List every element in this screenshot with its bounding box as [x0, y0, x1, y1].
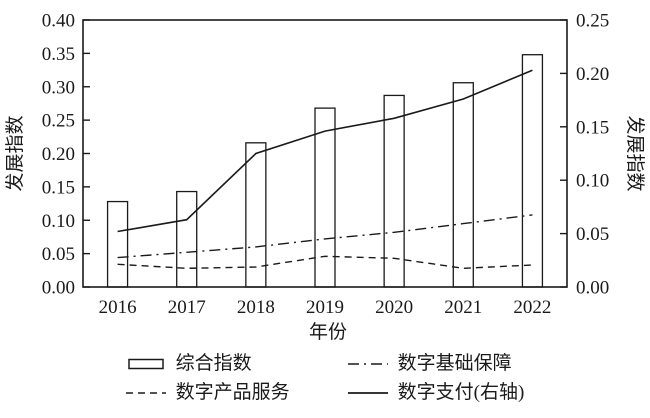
right-axis-tick-label: 0.10 [576, 171, 609, 192]
legend-item-digital-infrastructure: 数字基础保障 [347, 352, 525, 376]
left-axis-tick-label: 0.40 [42, 11, 75, 32]
legend-grid: 综合指数数字产品服务 数字基础保障 数字支付(右轴) [125, 352, 525, 405]
legend-item-digital-payment: 数字支付(右轴) [347, 381, 525, 405]
left-axis-tick-label: 0.10 [42, 211, 75, 232]
plot-frame [82, 19, 568, 288]
legend-label: 数字支付(右轴) [397, 382, 525, 403]
line-digital-infrastructure [117, 214, 533, 259]
right-axis-tick-label: 0.05 [576, 224, 609, 245]
left-axis-tick-label: 0.35 [42, 44, 75, 65]
x-axis-tick-label: 2022 [513, 297, 551, 318]
right-axis: 0.00 0.05 0.10 0.15 0.20 0.25 发展指数 [560, 11, 646, 299]
bar-composite-index-2022 [521, 54, 544, 288]
legend-swatch-bar-icon [127, 358, 164, 370]
left-axis-tick-label: 0.15 [42, 177, 75, 198]
left-axis-tick-label: 0.05 [42, 244, 75, 265]
x-axis: 2016 2017 2018 2019 2020 2021 2022 年份 [99, 280, 551, 343]
right-axis-tick-label: 0.00 [576, 278, 609, 299]
x-axis-tick-label: 2020 [375, 297, 413, 318]
bar-composite-index-2021 [452, 82, 474, 288]
bar-swatch-icon [127, 358, 164, 370]
legend-label: 数字产品服务 [175, 382, 290, 403]
right-axis-title: 发展指数 [624, 115, 646, 191]
left-axis: 0.00 0.05 0.10 0.15 0.20 0.25 0.30 0.35 0.40 发展指数 [4, 11, 90, 299]
legend-label: 数字基础保障 [397, 353, 512, 374]
left-axis-tick-label: 0.20 [42, 144, 75, 165]
right-axis-tick-label: 0.25 [576, 11, 609, 32]
line-digital-payment [117, 69, 533, 233]
bar-composite-index-2016 [106, 200, 129, 288]
x-axis-tick-label: 2017 [168, 297, 206, 318]
x-axis-tick-label: 2016 [99, 297, 137, 318]
chart-plot: 0.00 0.05 0.10 0.15 0.20 0.25 0.30 0.35 0.40 发展指数… [4, 11, 646, 344]
right-axis-tick-label: 0.15 [576, 117, 609, 138]
left-axis-title: 发展指数 [4, 115, 26, 191]
legend-label: 综合指数 [175, 353, 252, 374]
chart-legend: 综合指数数字产品服务 数字基础保障 数字支付(右轴) [0, 352, 650, 405]
line-digital-product-services [117, 255, 533, 270]
legend-item-composite-index: 综合指数 [126, 352, 290, 376]
right-axis-tick-label: 0.20 [576, 64, 609, 85]
legend-swatch-dashdot-icon [347, 363, 388, 365]
x-axis-title: 年份 [309, 321, 347, 343]
x-axis-tick-label: 2019 [306, 297, 344, 318]
bar-composite-index-2019 [314, 107, 336, 288]
bars-composite-index [106, 54, 544, 288]
legend-item-digital-product-services: 数字产品服务 [125, 381, 290, 405]
bar-composite-index-2017 [176, 190, 198, 288]
legend-swatch-solid-icon [347, 392, 388, 394]
left-axis-tick-label: 0.00 [42, 278, 75, 299]
x-axis-tick-label: 2018 [237, 297, 275, 318]
x-axis-tick-label: 2021 [444, 297, 482, 318]
legend-swatch-dashed-icon [125, 392, 166, 394]
left-axis-tick-label: 0.25 [42, 111, 75, 132]
left-axis-tick-label: 0.30 [42, 77, 75, 98]
